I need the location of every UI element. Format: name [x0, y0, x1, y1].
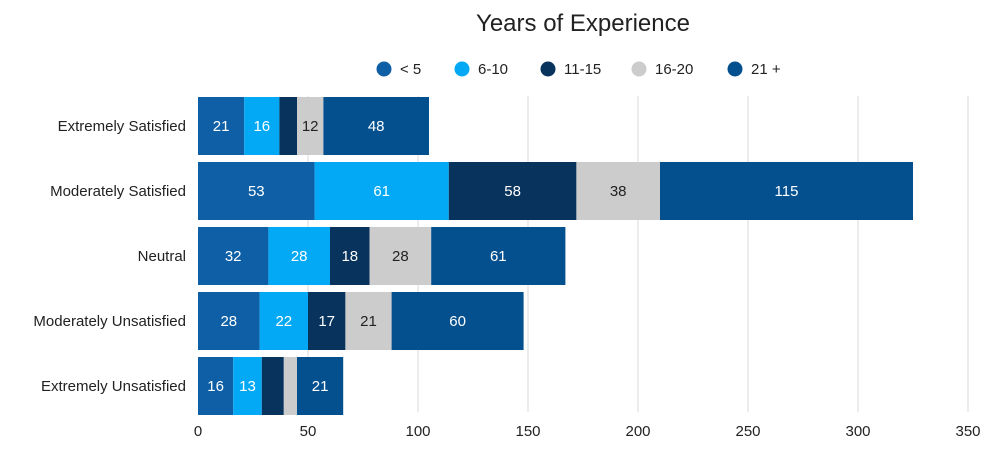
- bar-value-label: 21: [360, 313, 377, 330]
- x-tick-label: 350: [955, 423, 980, 440]
- bar-value-label: 60: [449, 313, 466, 330]
- bar-segment: [297, 97, 324, 155]
- bar-segment: [261, 357, 284, 415]
- chart-title: Years of Experience: [476, 10, 690, 37]
- legend-item: 16-20: [631, 61, 693, 78]
- legend-item: 11-15: [540, 61, 601, 78]
- bar-value-label: 13: [239, 378, 256, 395]
- bar-segment: [244, 97, 280, 155]
- bar-segment: [279, 97, 297, 155]
- bar-value-label: 12: [302, 118, 319, 135]
- legend-swatch: [454, 61, 470, 77]
- bar-row: 28 22 17 21 60: [198, 292, 524, 350]
- bar-segment: [330, 227, 370, 285]
- bar-segment: [268, 227, 330, 285]
- legend-swatch: [540, 61, 556, 77]
- bar-row: 21 16 12 48: [198, 97, 429, 155]
- legend-item: < 5: [376, 61, 421, 78]
- legend-item: 21 +: [727, 61, 781, 78]
- x-tick-label: 300: [845, 423, 870, 440]
- bar-segment: [431, 227, 566, 285]
- bar-value-label: 48: [368, 118, 385, 135]
- legend-label: 21 +: [751, 61, 781, 78]
- bar-segment: [345, 292, 392, 350]
- bar-value-label: 58: [504, 183, 521, 200]
- bar-segment: [198, 292, 260, 350]
- bar-segment: [314, 162, 449, 220]
- bar-segment: [576, 162, 660, 220]
- bar-segment: [323, 97, 429, 155]
- bar-segment: [660, 162, 913, 220]
- bar-value-label: 115: [775, 183, 799, 200]
- category-label: Moderately Unsatisfied: [33, 313, 186, 330]
- bar-segment: [198, 227, 269, 285]
- bar-row: 53 61 58 38 115: [198, 162, 913, 220]
- x-tick-label: 0: [194, 423, 202, 440]
- x-tick-label: 150: [515, 423, 540, 440]
- x-tick-label: 200: [625, 423, 650, 440]
- legend: < 5 6-10 11-15 16-20 21 +: [376, 61, 781, 78]
- x-tick-label: 250: [735, 423, 760, 440]
- bar-value-label: 16: [207, 378, 224, 395]
- legend-label: 11-15: [564, 61, 601, 78]
- category-label: Extremely Unsatisfied: [41, 378, 186, 395]
- bar-segment: [391, 292, 524, 350]
- bar-segment: [198, 162, 315, 220]
- bars: 21 16 12 48 53 61 58 38 115 32 28 18 28 61 28 22 17 21 60 1…: [198, 97, 913, 415]
- bar-segment: [297, 357, 344, 415]
- legend-swatch: [727, 61, 743, 77]
- bar-value-label: 28: [220, 313, 237, 330]
- legend-label: < 5: [400, 61, 421, 78]
- bar-value-label: 61: [373, 183, 390, 200]
- legend-label: 16-20: [655, 61, 693, 78]
- bar-segment: [233, 357, 262, 415]
- bar-value-label: 28: [291, 248, 308, 265]
- bar-value-label: 16: [253, 118, 270, 135]
- x-tick-label: 50: [300, 423, 317, 440]
- bar-value-label: 17: [318, 313, 335, 330]
- bar-value-label: 18: [341, 248, 358, 265]
- x-axis-tick-labels: 0 50 100 150 200 250 300 350: [194, 423, 981, 440]
- legend-swatch: [631, 61, 647, 77]
- category-label: Moderately Satisfied: [50, 183, 186, 200]
- legend-item: 6-10: [454, 61, 508, 78]
- bar-row: 16 13 21: [198, 357, 344, 415]
- bar-value-label: 53: [248, 183, 265, 200]
- bar-segment: [448, 162, 577, 220]
- bar-segment: [198, 357, 234, 415]
- bar-value-label: 32: [225, 248, 242, 265]
- category-label: Neutral: [138, 248, 186, 265]
- bar-row: 32 28 18 28 61: [198, 227, 566, 285]
- bar-value-label: 21: [312, 378, 329, 395]
- legend-swatch: [376, 61, 392, 77]
- bar-value-label: 21: [213, 118, 230, 135]
- bar-segment: [369, 227, 432, 285]
- legend-label: 6-10: [478, 61, 508, 78]
- bar-segment: [259, 292, 308, 350]
- bar-value-label: 61: [490, 248, 507, 265]
- bar-segment: [283, 357, 297, 415]
- category-labels: Extremely Satisfied Moderately Satisfied N…: [33, 118, 186, 395]
- bar-value-label: 22: [275, 313, 292, 330]
- category-label: Extremely Satisfied: [58, 118, 186, 135]
- bar-segment: [198, 97, 245, 155]
- bar-value-label: 28: [392, 248, 409, 265]
- bar-segment: [308, 292, 346, 350]
- bar-value-label: 38: [610, 183, 627, 200]
- x-tick-label: 100: [405, 423, 430, 440]
